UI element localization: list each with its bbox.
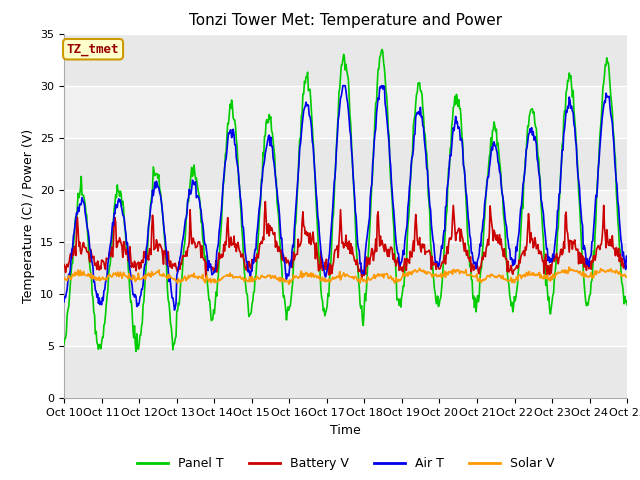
Bar (64, 34, 627, 86)
Title: Tonzi Tower Met: Temperature and Power: Tonzi Tower Met: Temperature and Power (189, 13, 502, 28)
Legend: Panel T, Battery V, Air T, Solar V: Panel T, Battery V, Air T, Solar V (132, 452, 559, 475)
X-axis label: Time: Time (330, 424, 361, 437)
Bar (64, 346, 627, 398)
Bar (64, 86, 627, 138)
Bar (64, 138, 627, 190)
Text: TZ_tmet: TZ_tmet (67, 43, 119, 56)
Bar (64, 242, 627, 294)
Bar (64, 294, 627, 346)
Bar (64, 190, 627, 242)
Y-axis label: Temperature (C) / Power (V): Temperature (C) / Power (V) (22, 129, 35, 303)
